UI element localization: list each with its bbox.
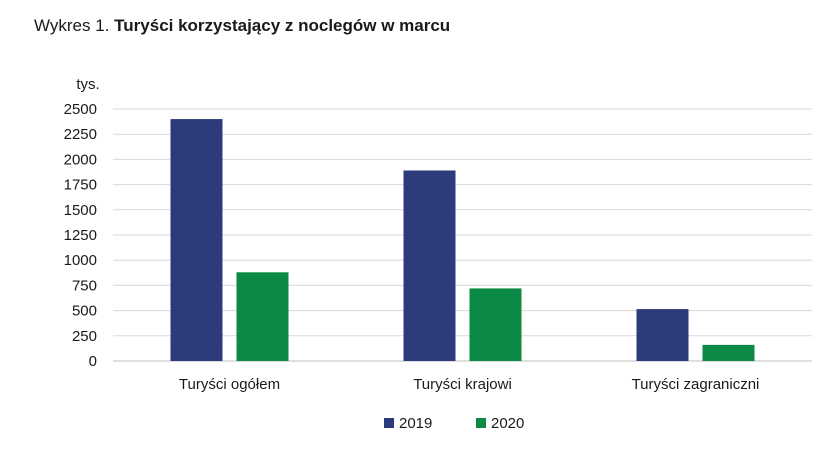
x-axis-category-labels: Turyści ogółem Turyści krajowi Turyści zag…	[179, 376, 759, 393]
y-tick-label: 500	[72, 303, 97, 320]
bar-2019-2	[636, 309, 689, 361]
bar-2019-0	[170, 119, 223, 361]
y-tick-label: 1750	[64, 177, 97, 194]
bars	[170, 119, 755, 361]
legend: 2019 2020	[384, 415, 524, 432]
y-axis-ticks: 0 250 500 750 1000 1250 1500 1750 2000 2250 2500	[64, 101, 97, 370]
legend-label-2019: 2019	[399, 415, 432, 432]
x-category-label: Turyści zagraniczni	[632, 376, 760, 393]
legend-swatch-2020	[476, 418, 486, 428]
y-tick-label: 2000	[64, 151, 97, 168]
chart-title-prefix: Wykres 1.	[34, 16, 110, 35]
x-category-label: Turyści krajowi	[413, 376, 512, 393]
y-tick-label: 1000	[64, 252, 97, 269]
legend-label-2020: 2020	[491, 415, 524, 432]
bar-2020-0	[236, 272, 289, 361]
y-tick-label: 750	[72, 277, 97, 294]
y-tick-label: 0	[89, 353, 97, 370]
y-axis-unit-label: tys.	[76, 76, 99, 93]
chart-title-text: Turyści korzystający z noclegów w marcu	[114, 16, 451, 35]
y-tick-label: 2500	[64, 101, 97, 118]
y-tick-label: 250	[72, 328, 97, 345]
bar-2020-2	[702, 344, 755, 361]
legend-swatch-2019	[384, 418, 394, 428]
chart-title: Wykres 1. Turyści korzystający z noclegó…	[34, 16, 450, 36]
gridlines	[113, 108, 812, 362]
y-tick-label: 1250	[64, 227, 97, 244]
x-category-label: Turyści ogółem	[179, 376, 280, 393]
bar-2019-1	[403, 170, 456, 361]
y-tick-label: 2250	[64, 126, 97, 143]
y-tick-label: 1500	[64, 202, 97, 219]
bar-2020-1	[469, 288, 522, 361]
